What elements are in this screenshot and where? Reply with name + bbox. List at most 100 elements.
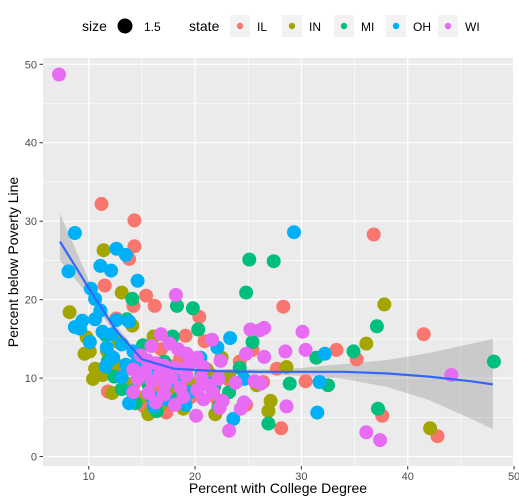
data-point-oh xyxy=(226,411,241,426)
data-point-wi xyxy=(278,344,293,359)
legend-size-key xyxy=(117,18,133,34)
axis-ticks: 10 20 30 40 50 0 10 20 30 40 50 xyxy=(25,59,519,483)
data-point-in xyxy=(279,360,294,375)
legend-size-label: 1.5 xyxy=(144,20,161,34)
data-point-oh xyxy=(109,313,124,328)
data-point-wi xyxy=(200,378,215,393)
data-point-oh xyxy=(104,263,119,278)
legend-label-mi: MI xyxy=(361,20,374,34)
data-point-oh xyxy=(67,226,82,240)
data-point-wi xyxy=(144,374,159,389)
gridlines xyxy=(43,58,515,466)
data-point-oh xyxy=(88,312,103,327)
data-point-mi xyxy=(369,319,384,334)
data-point-il xyxy=(274,421,289,436)
legend-label-oh: OH xyxy=(413,20,431,34)
data-point-mi xyxy=(371,401,385,416)
data-point-mi xyxy=(242,252,257,267)
data-point-oh xyxy=(98,359,113,374)
legend-dot-oh xyxy=(392,22,400,30)
data-point-wi xyxy=(254,376,268,391)
data-point-wi xyxy=(243,322,258,337)
data-point-oh xyxy=(223,331,238,346)
data-point-wi xyxy=(233,401,248,416)
data-point-wi xyxy=(144,339,159,353)
data-point-wi xyxy=(168,288,183,302)
data-point-wi xyxy=(213,353,228,368)
data-point-il xyxy=(298,374,313,389)
data-point-mi xyxy=(185,301,200,316)
data-point-oh xyxy=(93,258,108,273)
data-point-in xyxy=(86,371,100,386)
data-point-wi xyxy=(148,395,163,410)
data-point-il xyxy=(366,227,381,242)
x-tick-label: 30 xyxy=(295,471,307,483)
data-point-wi xyxy=(154,327,168,342)
data-point-oh xyxy=(122,396,137,411)
data-point-wi xyxy=(212,400,227,415)
data-point-wi xyxy=(167,397,182,412)
data-point-il xyxy=(147,298,162,313)
legend: size 1.5 state IL IN MI OH WI xyxy=(82,15,480,37)
data-point-mi xyxy=(114,382,129,397)
data-point-wi xyxy=(257,320,272,335)
data-point-mi xyxy=(191,322,206,337)
data-point-mi xyxy=(266,254,281,269)
y-tick-label: 50 xyxy=(25,59,37,71)
data-point-il xyxy=(416,327,431,342)
data-point-in xyxy=(62,305,77,320)
data-point-oh xyxy=(118,247,133,262)
data-point-il xyxy=(329,342,344,357)
data-point-mi xyxy=(346,344,361,359)
data-point-mi xyxy=(282,376,297,391)
data-point-il xyxy=(139,288,154,303)
data-point-oh xyxy=(310,405,325,420)
legend-state-keys: IL IN MI OH WI xyxy=(230,15,480,37)
data-point-wi xyxy=(141,386,156,400)
data-point-wi xyxy=(126,385,141,400)
y-tick-label: 0 xyxy=(31,452,37,464)
data-point-wi xyxy=(222,423,237,438)
y-tick-label: 40 xyxy=(25,138,37,150)
data-point-wi xyxy=(130,371,145,386)
data-point-wi xyxy=(179,368,194,383)
data-point-il xyxy=(127,239,142,254)
legend-dot-wi xyxy=(444,22,452,30)
data-point-wi xyxy=(228,375,243,390)
data-point-wi xyxy=(279,399,294,414)
legend-label-in: IN xyxy=(309,20,321,34)
x-tick-label: 40 xyxy=(402,471,414,483)
data-point-in xyxy=(377,297,392,312)
x-tick-label: 10 xyxy=(83,471,95,483)
data-point-mi xyxy=(245,335,260,349)
data-point-in xyxy=(114,285,129,300)
data-point-il xyxy=(178,328,193,343)
data-point-oh xyxy=(317,346,332,361)
data-point-mi xyxy=(261,416,276,431)
x-axis-title: Percent with College Degree xyxy=(189,480,367,496)
data-point-wi xyxy=(373,433,388,448)
legend-dot-in xyxy=(288,22,296,30)
data-point-oh xyxy=(114,370,129,385)
data-point-wi xyxy=(298,342,313,357)
data-point-in xyxy=(96,243,111,258)
data-point-oh xyxy=(73,321,88,336)
data-point-in xyxy=(423,421,438,436)
data-point-il xyxy=(127,213,142,228)
data-point-wi xyxy=(257,349,272,364)
data-point-wi xyxy=(295,324,310,339)
data-point-mi xyxy=(486,354,501,369)
smooth-trend-line xyxy=(59,241,493,386)
legend-label-wi: WI xyxy=(465,20,480,34)
data-point-oh xyxy=(312,375,327,389)
data-point-oh xyxy=(122,314,137,329)
data-point-oh xyxy=(99,340,114,355)
data-point-oh xyxy=(130,273,145,288)
data-point-wi xyxy=(211,371,226,386)
data-point-mi xyxy=(125,291,140,306)
legend-label-il: IL xyxy=(257,20,267,34)
data-point-il xyxy=(97,278,112,293)
data-point-mi xyxy=(170,298,184,313)
data-point-wi xyxy=(185,354,200,369)
